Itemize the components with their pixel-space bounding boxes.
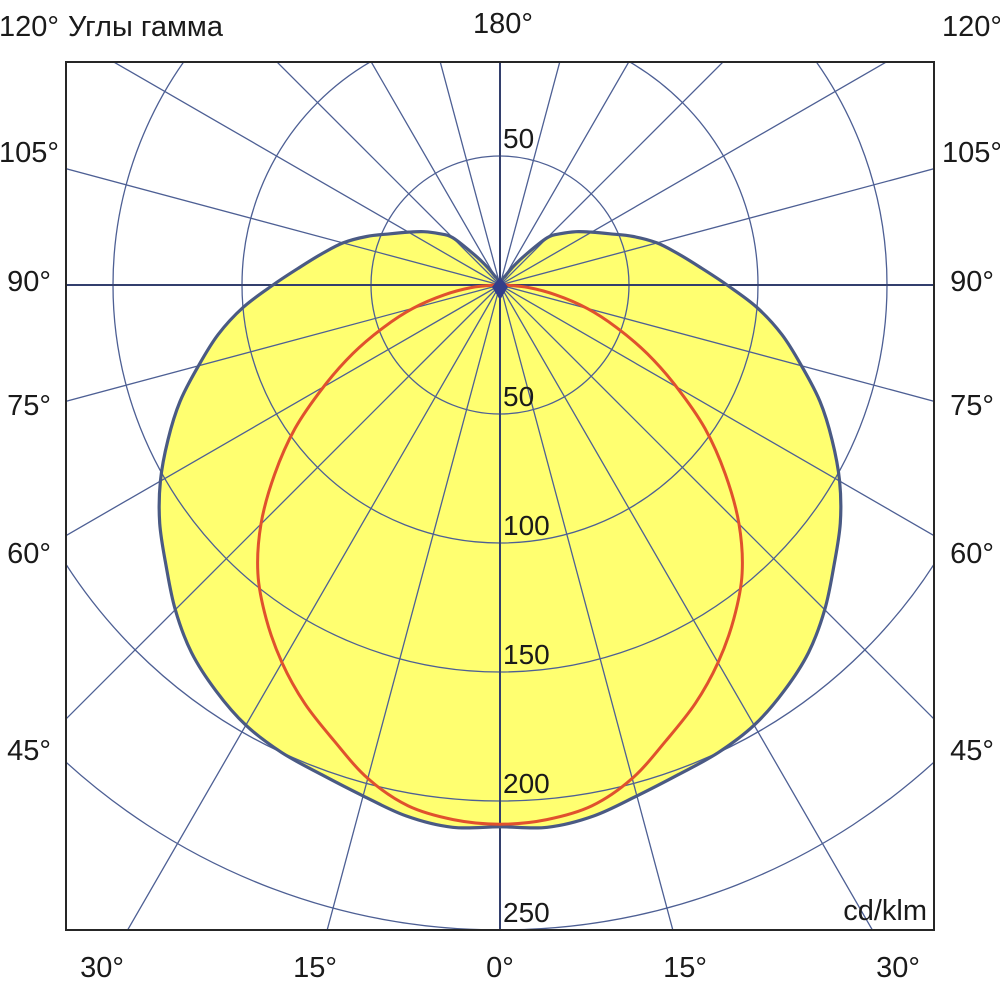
gamma-label-bottom: 30° <box>876 952 920 984</box>
angle-grid-line <box>499 284 874 930</box>
gamma-label-left: 75° <box>7 390 51 422</box>
radial-tick-label: 150 <box>503 639 550 670</box>
center-marker <box>492 277 508 300</box>
gamma-label-right: 75° <box>950 390 994 422</box>
gamma-label-bottom: 15° <box>293 952 337 984</box>
plot-border <box>65 61 935 931</box>
unit-label: cd/klm <box>843 895 927 927</box>
gamma-label-right: 45° <box>950 735 994 767</box>
axis-labels-layer: 50 50 100 150 200 250 Углы гамма 180° 120° 120° 10… <box>0 8 1000 984</box>
angle-grid-line <box>499 284 934 402</box>
radial-tick-label: 250 <box>503 897 550 928</box>
angle-grid-line <box>66 168 501 286</box>
angle-grid-line <box>499 284 934 720</box>
angle-grid-line <box>370 62 501 286</box>
gamma-label-bottom: 0° <box>486 952 514 984</box>
gamma-label-right: 120° <box>942 11 1000 43</box>
angle-grid-line <box>66 284 501 537</box>
gamma-label-left: 120° <box>0 11 59 43</box>
angle-grid-line <box>499 284 934 537</box>
gamma-label-right: 90° <box>950 266 994 298</box>
angle-grid-line <box>326 284 501 930</box>
gamma-label-left: 45° <box>7 735 51 767</box>
curve-outline-layer <box>157 230 843 830</box>
radial-tick-label: 100 <box>503 510 550 541</box>
angle-grid-line <box>439 62 501 286</box>
gamma-label-left: 105° <box>0 137 59 169</box>
angle-grid-line <box>499 284 674 930</box>
angle-grid-line <box>499 62 630 286</box>
chart-title: Углы гамма <box>68 11 224 43</box>
angle-grid-line <box>499 168 934 286</box>
c90-c270-curve <box>256 283 744 826</box>
radial-tick-label: 200 <box>503 768 550 799</box>
angle-grid-line <box>499 62 561 286</box>
gamma-label-right: 105° <box>942 137 1000 169</box>
gamma-label-bottom: 15° <box>663 952 707 984</box>
gamma-label-top: 180° <box>473 8 533 40</box>
angle-grid-line <box>499 62 888 286</box>
angle-grid-line <box>112 62 501 286</box>
gamma-label-right: 60° <box>950 538 994 570</box>
radial-tick-label-top: 50 <box>503 123 534 154</box>
gamma-label-left: 60° <box>7 538 51 570</box>
angle-grid-line <box>66 284 501 720</box>
angle-grid-line <box>126 284 501 930</box>
angle-grid-line <box>499 62 724 286</box>
gamma-label-bottom: 30° <box>80 952 124 984</box>
radial-tick-label: 50 <box>503 381 534 412</box>
angle-grid-line <box>66 284 501 402</box>
angle-grid-line <box>276 62 501 286</box>
gamma-label-left: 90° <box>7 266 51 298</box>
